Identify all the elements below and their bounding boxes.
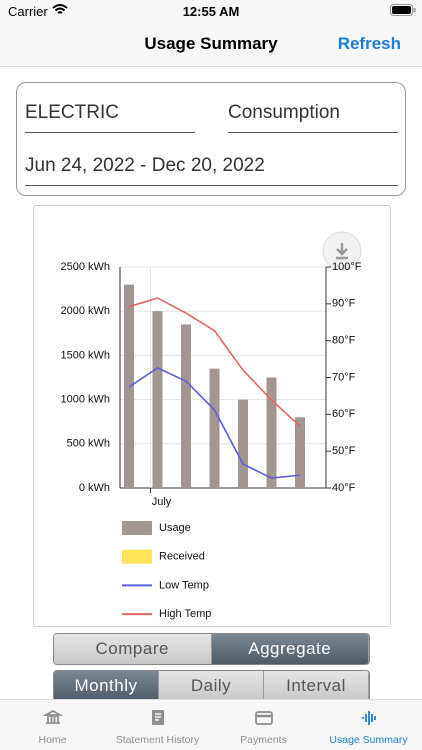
- refresh-button[interactable]: Refresh: [337, 34, 401, 53]
- mode-toggle: Compare Aggregate: [53, 633, 370, 665]
- battery-icon: [390, 4, 416, 16]
- y2-tick-label: 40°F: [332, 482, 356, 494]
- chart-card: [33, 205, 391, 627]
- clock: 12:55 AM: [182, 4, 240, 19]
- bar: [295, 417, 305, 488]
- bar: [152, 311, 163, 488]
- x-tick-label: July: [152, 496, 172, 508]
- header: [0, 0, 422, 67]
- tab-label: Statement History: [115, 734, 200, 746]
- y2-tick-label: 100°F: [332, 261, 362, 273]
- y2-tick-label: 60°F: [332, 408, 356, 420]
- nav-title: Usage Summary: [144, 34, 278, 53]
- tab[interactable]: Home: [0, 700, 105, 746]
- line: [128, 297, 301, 427]
- measure-field[interactable]: Consumption: [228, 102, 398, 133]
- legend-swatch: [122, 521, 152, 535]
- y2-tick-label: 50°F: [332, 445, 356, 457]
- tab[interactable]: Statement History: [105, 700, 210, 746]
- filter-card: [16, 82, 406, 196]
- legend-label: High Temp: [159, 608, 211, 620]
- toggle-option[interactable]: Monthly: [54, 671, 159, 701]
- y-tick-label: 2000 kWh: [60, 305, 110, 317]
- tab-label: Home: [38, 734, 67, 746]
- tab[interactable]: Usage Summary: [316, 700, 421, 746]
- download-icon: [336, 243, 348, 260]
- tab-icon: [254, 711, 273, 725]
- y-tick-label: 1000 kWh: [60, 394, 110, 406]
- legend-label: Low Temp: [159, 579, 209, 591]
- y2-tick-label: 80°F: [332, 335, 356, 347]
- tab-icon: [361, 711, 376, 725]
- bar: [266, 377, 277, 488]
- toggle-option[interactable]: Interval: [264, 671, 369, 701]
- y-tick-label: 500 kWh: [67, 438, 110, 450]
- tab[interactable]: Payments: [211, 700, 316, 746]
- period-toggle: Monthly Daily Interval: [53, 670, 370, 702]
- date-field[interactable]: Jun 24, 2022 - Dec 20, 2022: [25, 155, 398, 186]
- y2-tick-label: 70°F: [332, 371, 356, 383]
- wifi-icon: [52, 4, 68, 14]
- tab-bar: [0, 699, 422, 750]
- y-tick-label: 2500 kWh: [60, 261, 110, 273]
- tab-icon: [151, 710, 164, 725]
- tab-label: Usage Summary: [329, 734, 408, 746]
- toggle-option[interactable]: Daily: [159, 671, 264, 701]
- toggle-option[interactable]: Compare: [54, 634, 212, 664]
- service-field[interactable]: ELECTRIC: [25, 102, 195, 133]
- y2-tick-label: 90°F: [332, 298, 356, 310]
- bar: [181, 324, 191, 488]
- tab-label: Payments: [240, 734, 287, 746]
- y-tick-label: 1500 kWh: [60, 349, 110, 361]
- legend-label: Received: [159, 551, 205, 563]
- carrier: Carrier: [8, 4, 48, 19]
- tab-icon: [42, 709, 63, 724]
- legend-label: Usage: [159, 522, 191, 534]
- legend-swatch: [122, 549, 152, 564]
- chart: 0 kWh 500 kWh 1000 kWh 1500 kWh 2000 kWh 2500…: [60, 231, 362, 620]
- toggle-option[interactable]: Aggregate: [211, 634, 369, 664]
- bar: [238, 399, 248, 488]
- y-tick-label: 0 kWh: [79, 482, 110, 494]
- line: [128, 367, 301, 479]
- bar: [209, 368, 220, 488]
